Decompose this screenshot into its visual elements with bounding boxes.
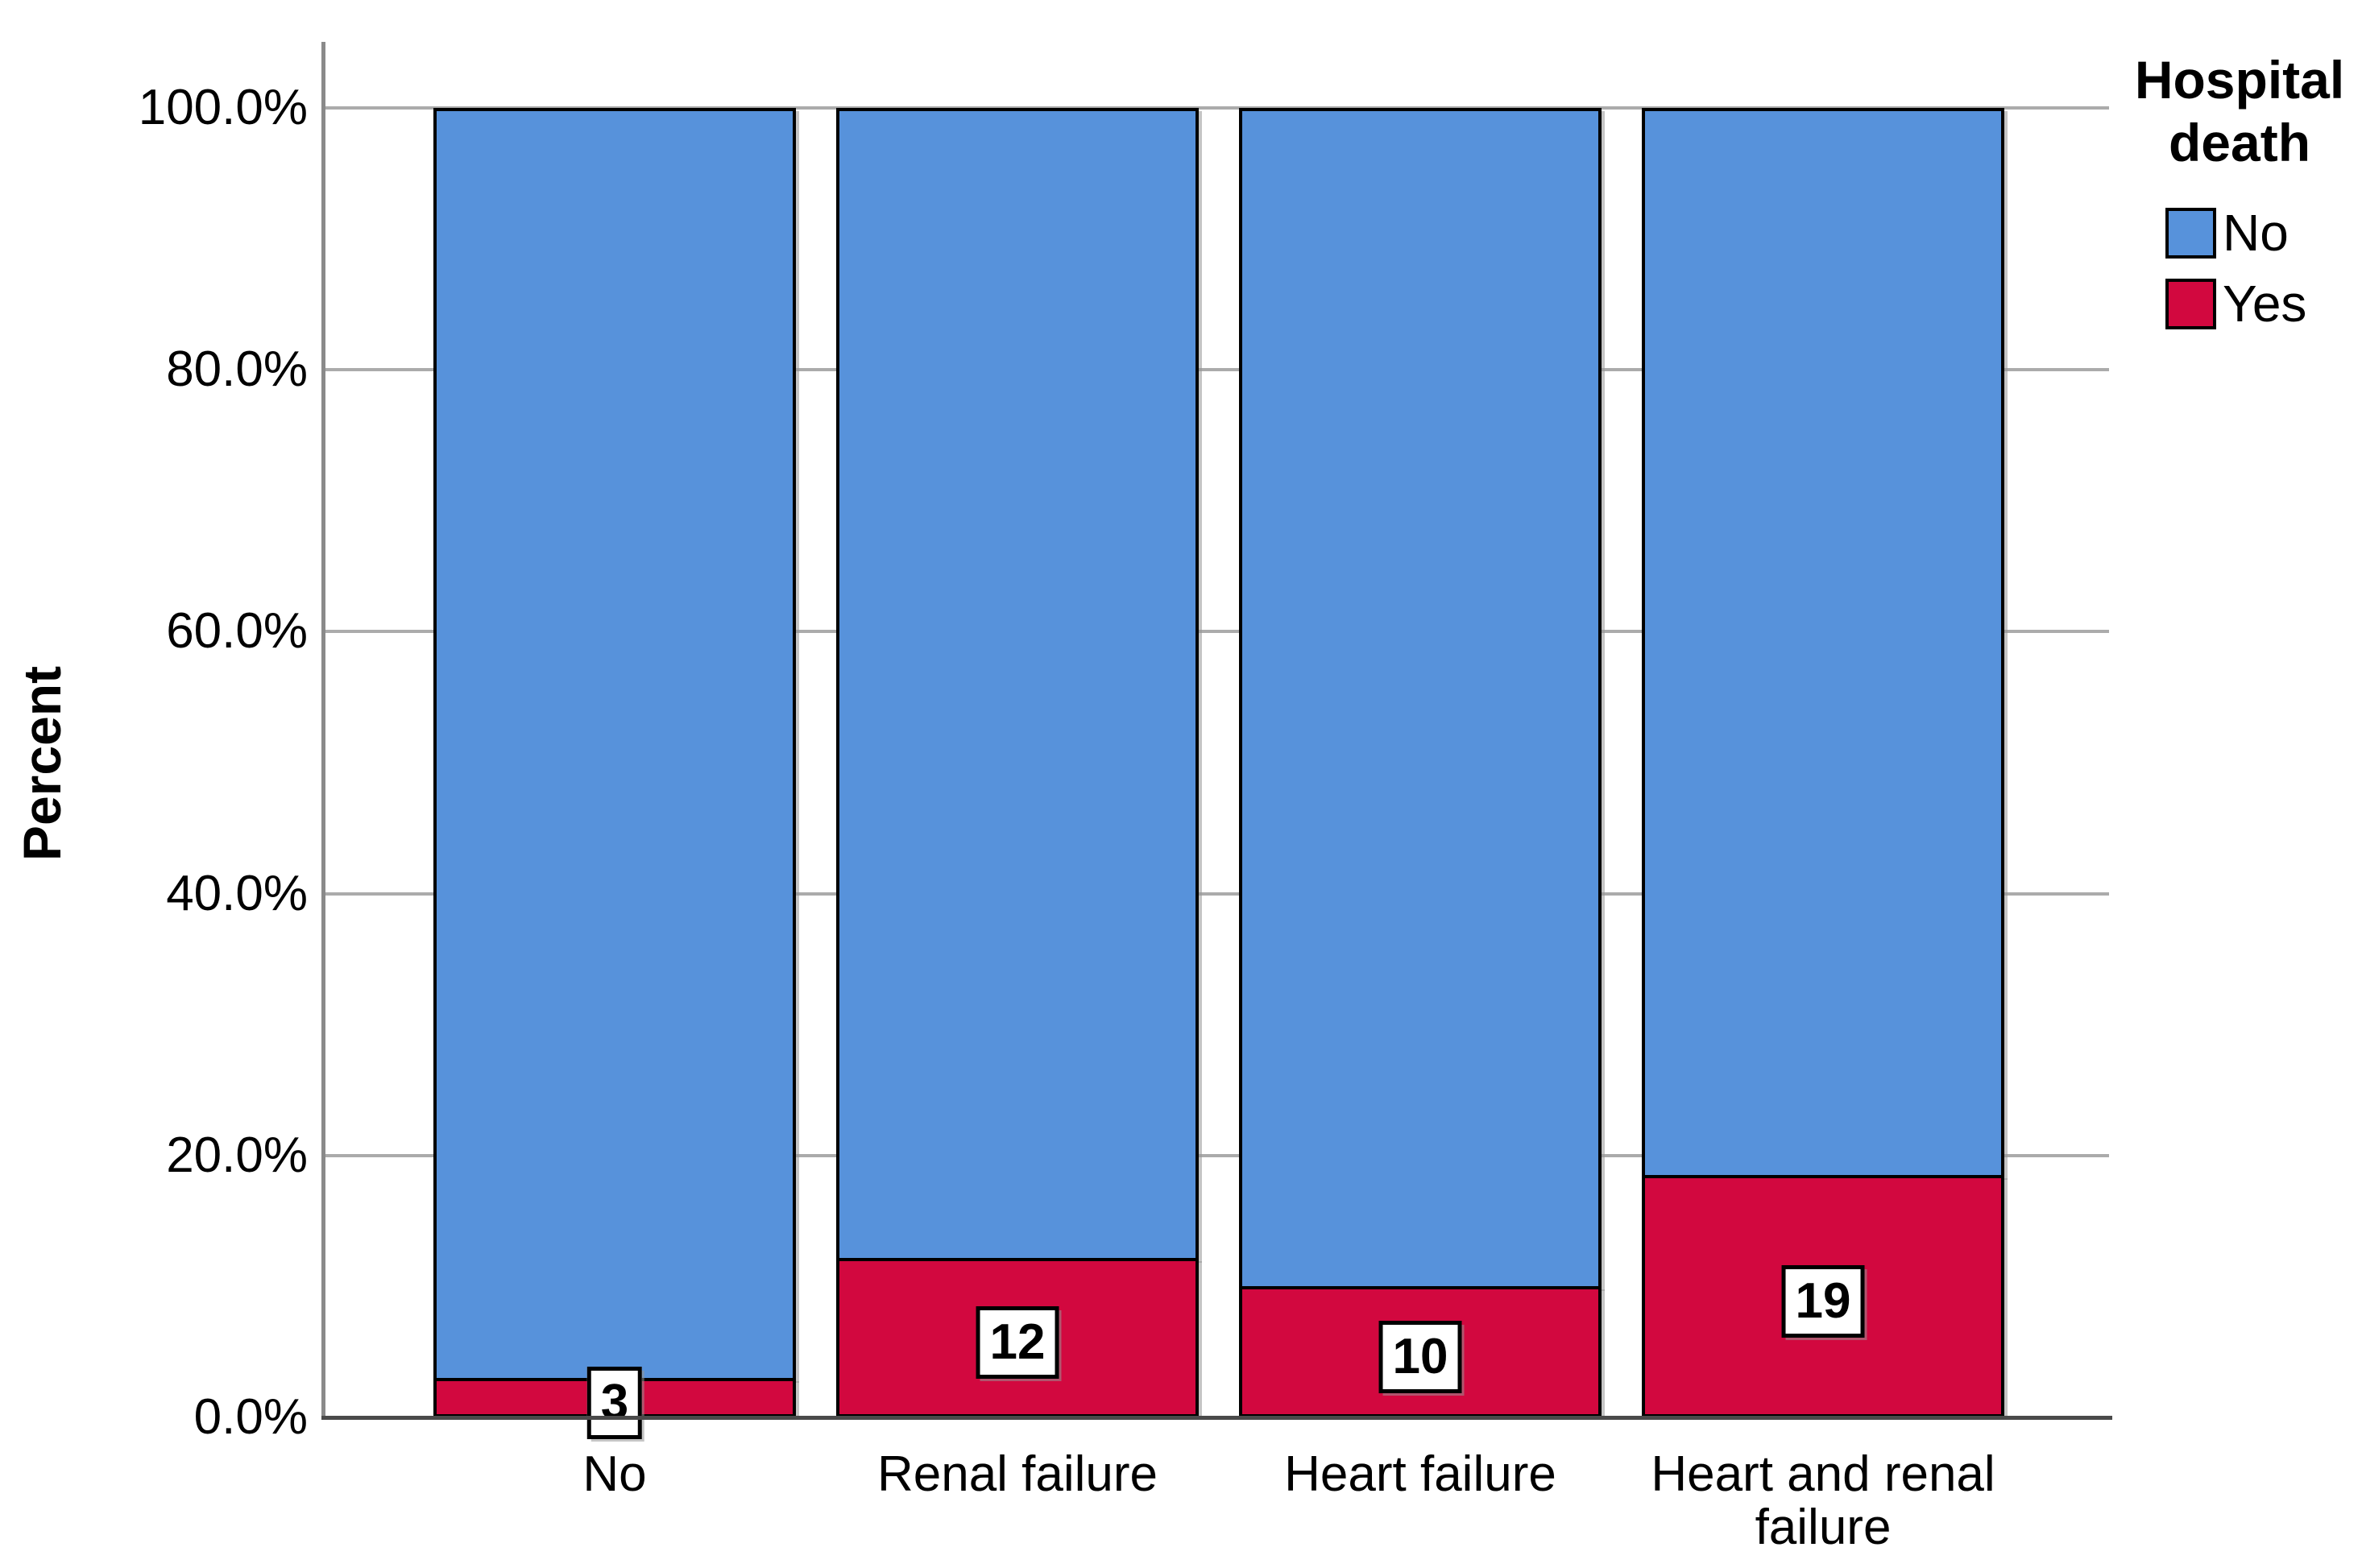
count-label-box: 19 <box>1781 1264 1865 1338</box>
bar-segment-no <box>1642 108 2004 1179</box>
gridline-80 <box>325 368 2109 372</box>
x-axis-line <box>321 1416 2112 1420</box>
bar-segment-yes <box>836 1257 1199 1417</box>
y-tick-label: 40.0% <box>166 865 308 921</box>
legend-label-no: No <box>2223 204 2289 262</box>
bar-segment-no <box>1239 108 1602 1290</box>
bar-segment-no <box>836 108 1199 1261</box>
bar-segment-no <box>433 108 796 1382</box>
count-label-box: 3 <box>586 1366 643 1439</box>
count-label-box: 12 <box>976 1305 1059 1379</box>
y-tick-label: 20.0% <box>166 1127 308 1183</box>
legend-item-yes: Yes <box>2165 277 2306 330</box>
legend-swatch-yes-icon <box>2165 278 2216 329</box>
y-tick-label: 60.0% <box>166 603 308 660</box>
count-label-box: 10 <box>1378 1320 1462 1393</box>
legend-label-yes: Yes <box>2223 275 2307 333</box>
legend-title: Hospital death <box>2134 50 2345 172</box>
gridline-20 <box>325 1153 2109 1157</box>
gridline-100 <box>325 106 2109 110</box>
gridline-60 <box>325 630 2109 634</box>
legend-item-no: No <box>2165 206 2289 259</box>
x-category-label: Heart failure <box>1284 1446 1556 1502</box>
y-axis-line <box>321 42 325 1419</box>
legend-swatch-no-icon <box>2165 207 2216 259</box>
legend: Hospital death No Yes <box>2119 48 2362 330</box>
x-category-label: Heart and renal failure <box>1651 1446 1995 1555</box>
x-category-label: No <box>582 1446 647 1502</box>
gridline-40 <box>325 892 2109 896</box>
y-tick-label: 100.0% <box>138 80 308 135</box>
x-category-label: Renal failure <box>876 1446 1158 1502</box>
y-tick-label: 80.0% <box>166 341 308 398</box>
y-tick-label: 0.0% <box>193 1389 308 1445</box>
